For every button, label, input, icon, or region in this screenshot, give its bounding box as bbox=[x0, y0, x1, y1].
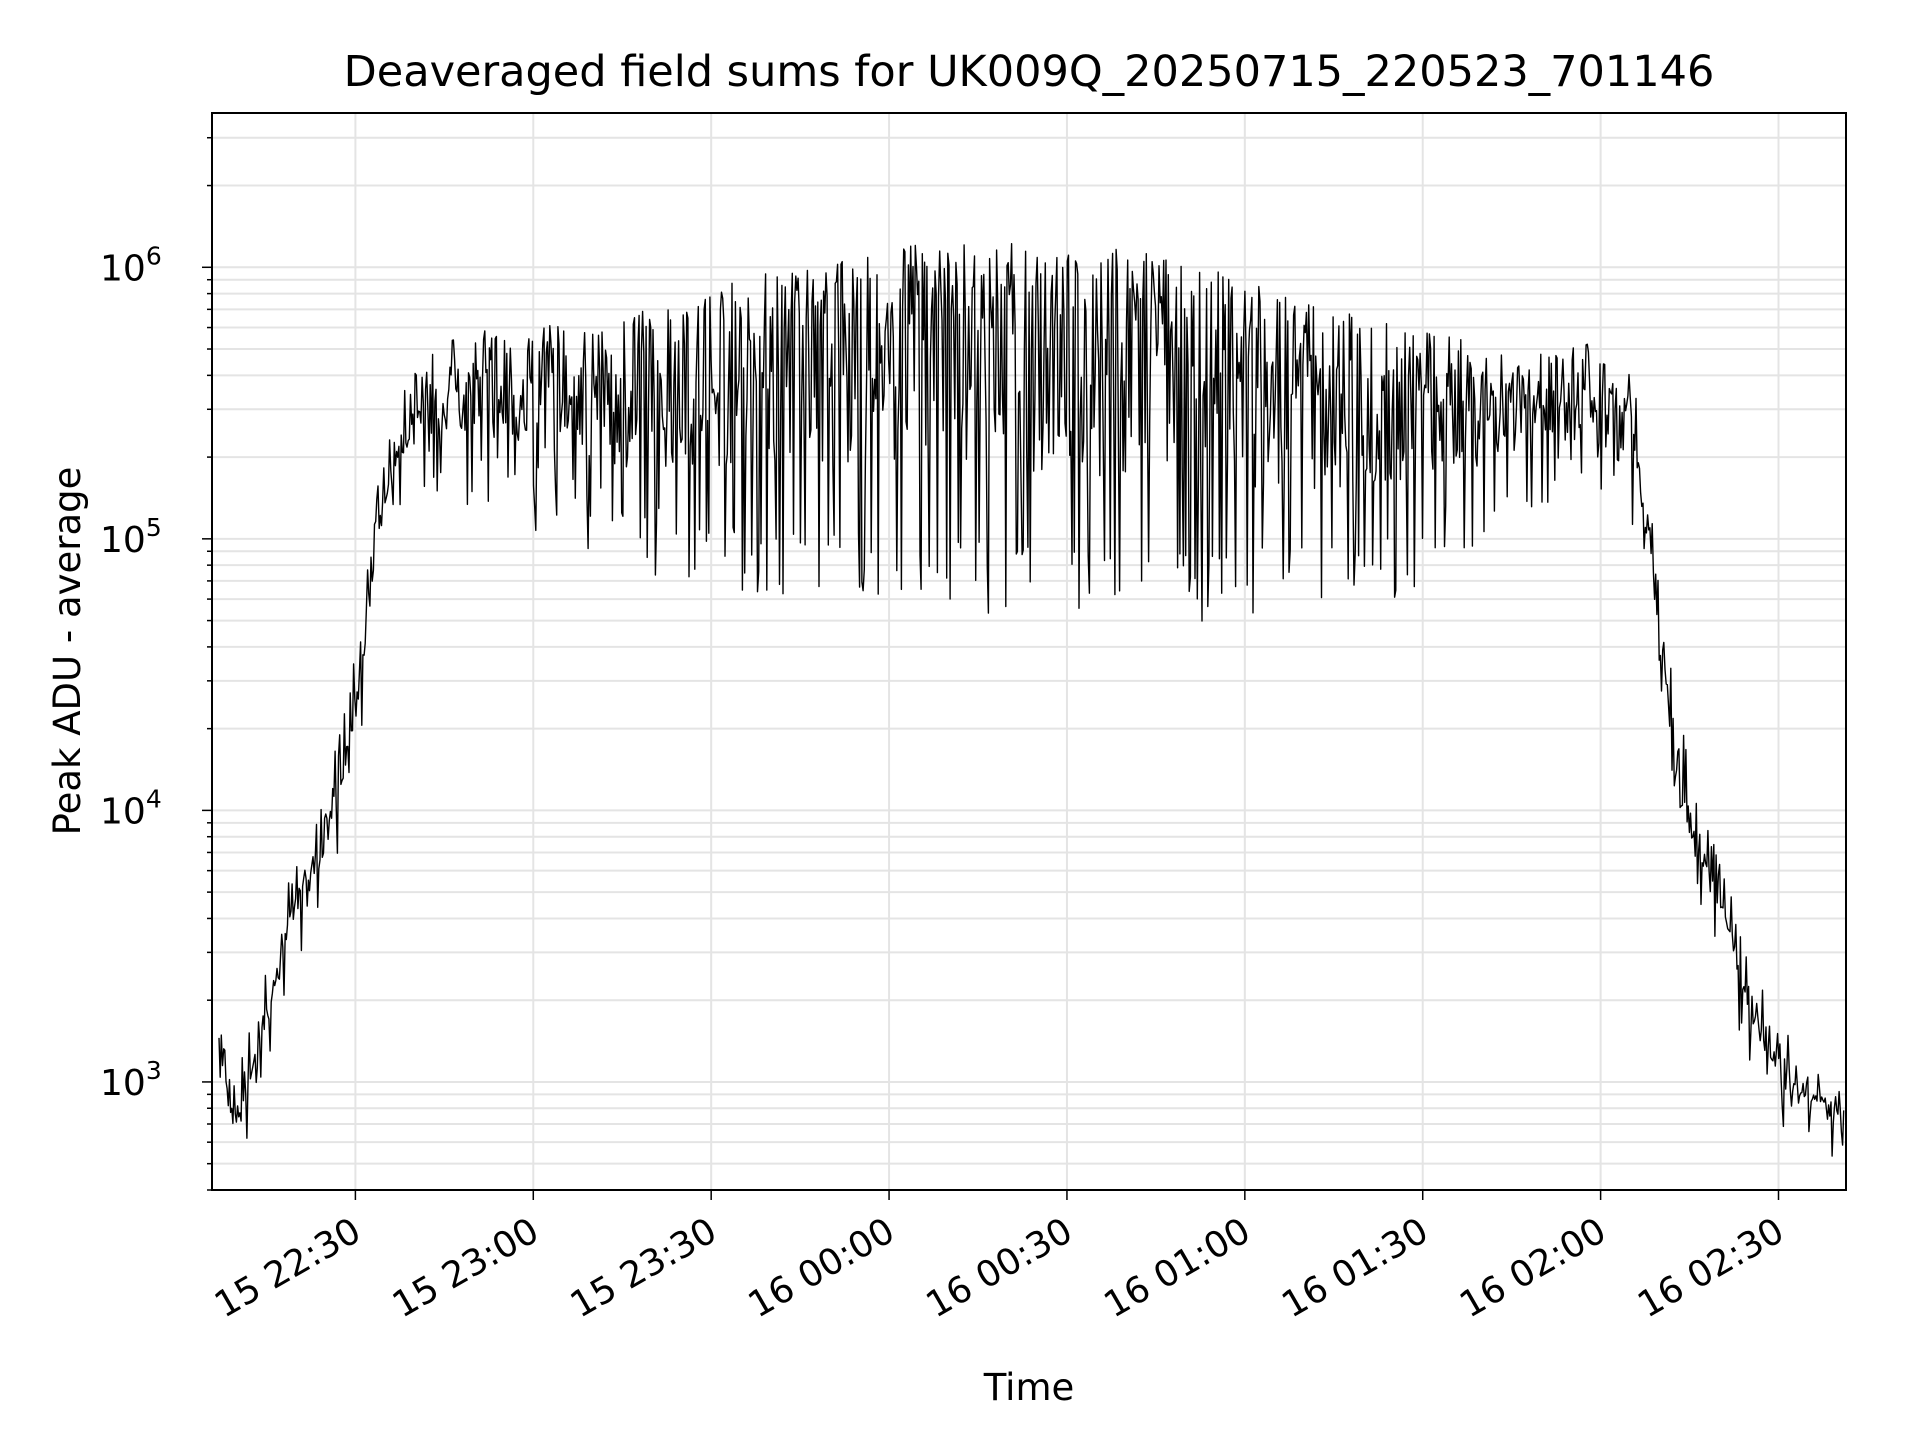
y-tick-label: 103 bbox=[100, 1056, 162, 1104]
y-tick-label: 105 bbox=[100, 513, 162, 561]
y-tick-label: 104 bbox=[100, 784, 162, 832]
y-tick-label-exp: 3 bbox=[146, 1056, 162, 1085]
grid bbox=[212, 113, 1846, 1191]
y-tick-label-base: 10 bbox=[100, 248, 146, 289]
x-axis-label: Time bbox=[983, 1366, 1075, 1409]
series-line bbox=[218, 242, 1845, 1157]
series bbox=[218, 242, 1845, 1157]
plot-frame bbox=[211, 112, 1847, 1191]
y-tick-label-base: 10 bbox=[100, 1063, 146, 1104]
y-tick-label-base: 10 bbox=[100, 520, 146, 561]
y-tick-label-exp: 4 bbox=[146, 784, 162, 813]
y-tick-label-exp: 6 bbox=[146, 241, 162, 270]
y-tick-label-exp: 5 bbox=[146, 513, 162, 542]
chart-title: Deaveraged field sums for UK009Q_2025071… bbox=[344, 47, 1715, 97]
y-axis-label: Peak ADU - average bbox=[46, 467, 89, 836]
y-tick-label-base: 10 bbox=[100, 791, 146, 832]
y-tick-label: 106 bbox=[100, 241, 162, 289]
